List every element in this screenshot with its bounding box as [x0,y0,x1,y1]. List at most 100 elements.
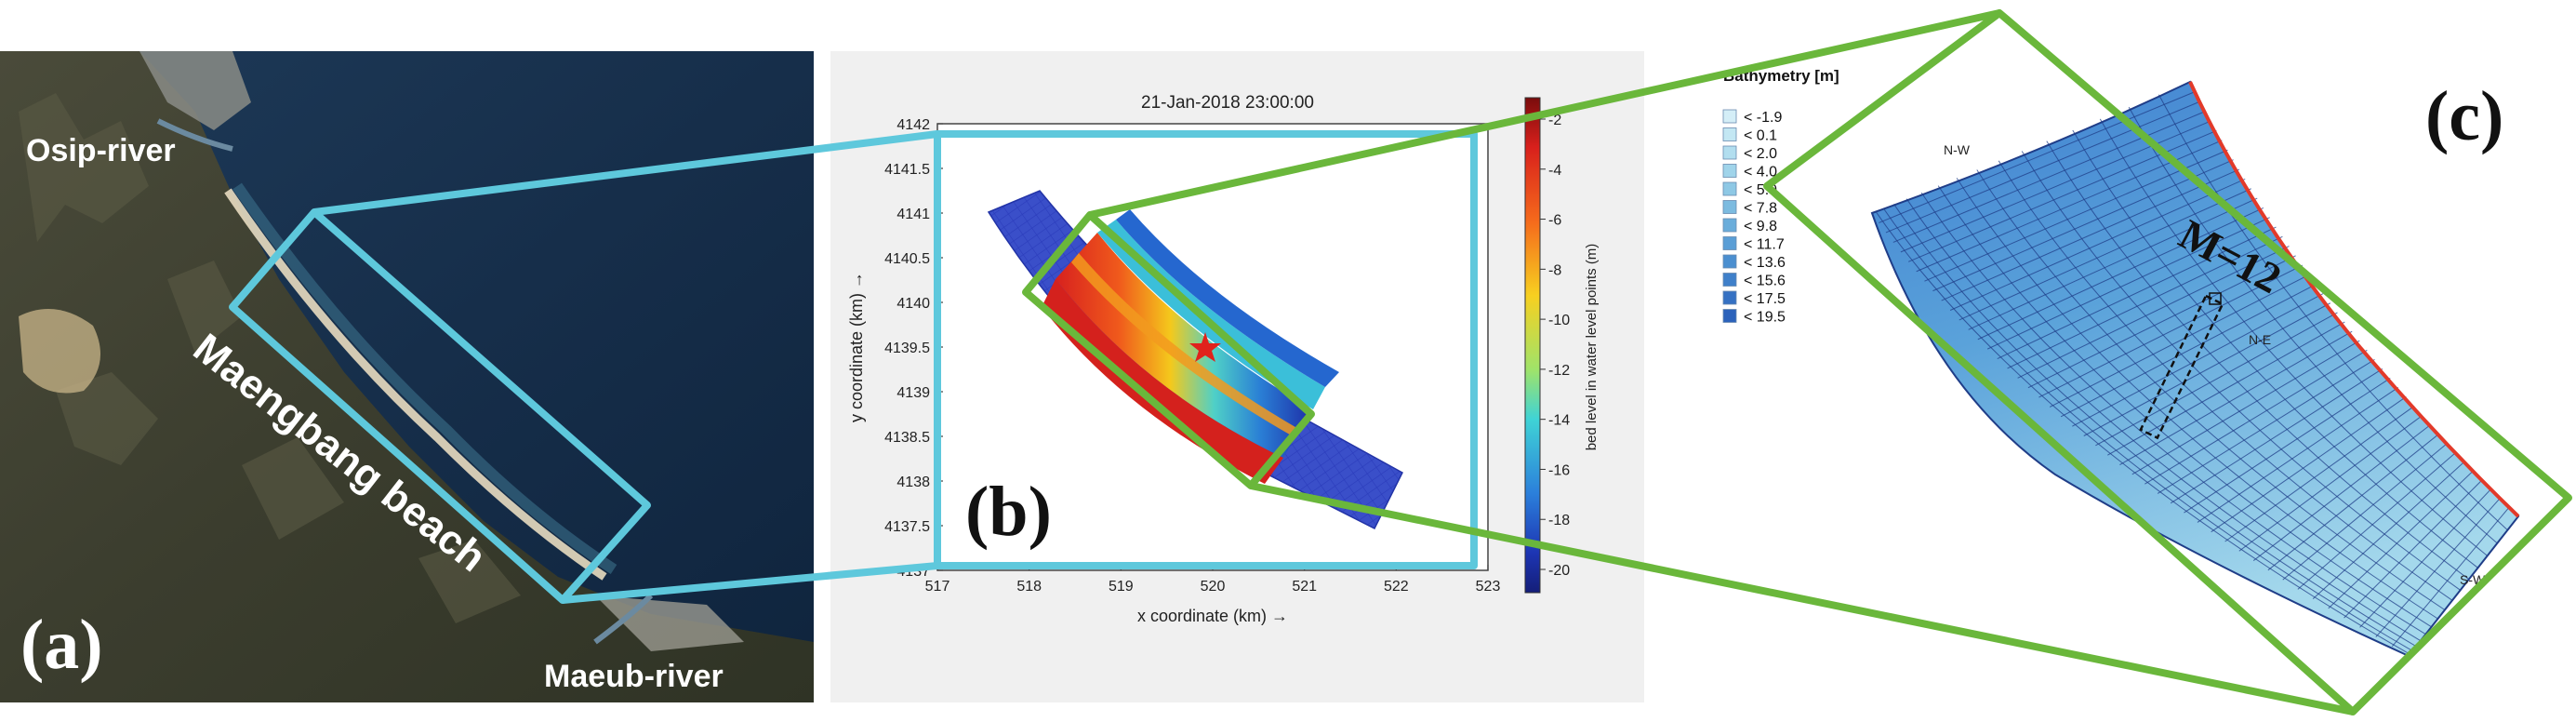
mesh-along-line [1976,169,2446,610]
mesh-cross-line [2119,330,2353,465]
sand-patch [19,309,100,394]
legend-item-label: < 4.0 [1744,165,1777,180]
mesh-cross-line [2170,368,2383,504]
colorbar-tick-label: -18 [1548,513,1570,528]
cyan-connector-bottom [562,562,938,604]
mesh-cross-line [2267,433,2440,571]
y-tick-label: 4137.5 [884,519,930,535]
x-tick-label: 519 [1109,579,1134,595]
legend-swatch [1722,109,1737,124]
mesh-along-line [2099,118,2488,556]
cyan-box-on-plot [934,130,1478,569]
legend-swatch [1722,145,1737,160]
cyan-connector-top [313,130,938,216]
mesh-along-line [1905,198,2422,642]
legend-swatch [1722,200,1737,214]
surf-zone [232,182,617,575]
mesh-cross-line [2375,498,2501,637]
mesh-cross-line [2017,246,2290,379]
panel-a-label: (a) [20,606,103,684]
panel-b-label: (b) [965,473,1052,551]
mesh-cross-line [2007,235,2283,369]
green-box-on-plot [1022,211,1315,489]
mesh-cross-line [2391,506,2510,648]
green-box-on-mesh [1763,9,2572,715]
mesh-cross-line [1932,159,2234,292]
mesh-cross-line [2344,479,2483,619]
mesh-cross-line [1986,217,2270,350]
legend-swatch [1722,254,1737,269]
y-tick-label: 4140 [896,296,930,312]
mesh-along-line [2128,106,2498,544]
mesh-cross-line [1892,111,2206,243]
legend-item-label: < 11.7 [1744,237,1785,253]
colorbar-tick-label: -16 [1548,462,1570,478]
zoom-box-green [1022,9,2572,715]
x-tick-label: 518 [1016,579,1042,595]
mesh-cross-line [1924,149,2228,282]
mesh-cross-line [2312,461,2465,599]
panel-b-ylabel: y coordinate (km) → [847,272,866,422]
beach-strip [224,188,607,581]
colorbar-tick-label: -12 [1548,363,1570,379]
colorbar-tick-label: -14 [1548,413,1570,429]
panel-c-bathymetry-mesh: Bathymetry [m] < -1.9< 0.1< 2.0< 4.0< 5.… [1722,67,2520,658]
bed-level-field-mid [1071,253,1300,437]
maeub-river-label: Maeub-river [544,659,724,694]
legend-item-label: < 15.6 [1744,274,1786,289]
mesh-along-line [2046,140,2470,581]
river-mouth-south [593,593,654,645]
legend-swatch [1722,181,1737,196]
colorbar-tick-label: -8 [1548,262,1561,278]
y-tick-label: 4141.5 [884,162,930,178]
colorbar-tick-label: -4 [1548,163,1561,179]
mesh-along-line [1956,178,2438,620]
legend-swatch [1722,273,1737,287]
y-tick-label: 4139 [896,385,930,401]
mesh-along-line [1875,211,2410,655]
mesh-grid-lines [1875,91,2510,655]
mesh-cross-line [2297,451,2457,590]
mesh-cross-line [2131,340,2360,475]
mesh-cross-line [1941,168,2240,301]
y-tick-label: 4139.5 [884,341,930,356]
legend-item-label: < 13.6 [1744,255,1786,271]
mesh-cross-line [2238,415,2423,552]
colorbar-label: bed level in water level points (m) [1584,244,1600,451]
panel-a-satellite-map: Osip-river Maengbang beach Maeub-river (… [0,51,814,702]
legend-item-label: < -1.9 [1744,110,1782,126]
legend-item-label: < 9.8 [1744,219,1777,234]
mesh-along-line [1882,207,2413,652]
mesh-along-line [1893,204,2417,648]
mesh-along-line [2158,94,2508,531]
mesh-cross-line [2328,470,2474,609]
mesh-cross-line [2282,442,2449,581]
legend-swatch [1722,236,1737,250]
colorbar-tick-label: -6 [1548,213,1561,229]
mesh-cross-line [2072,293,2324,427]
panel-c-label: (c) [2425,77,2503,155]
mesh-along-line [1937,185,2432,628]
legend-item-label: < 2.0 [1744,146,1777,162]
legend-item-label: < 17.5 [1744,291,1786,307]
mesh-cross-line [2157,358,2375,494]
x-tick-label: 522 [1384,579,1409,595]
mesh-along-line [2021,151,2461,591]
legend-swatch [1722,164,1737,178]
mesh-cross-line [2144,349,2368,485]
bed-level-field-shoreward [1042,279,1283,484]
y-tick-label: 4138.5 [884,430,930,446]
mesh-cross-line [1968,197,2258,330]
mesh-cross-line [2197,387,2399,523]
y-tick-label: 4141 [896,207,930,222]
mesh-along-line [1998,160,2453,601]
legend-item-label: < 19.5 [1744,310,1786,326]
zoom-box-cyan [229,130,1478,604]
y-tick-label: 4142 [896,117,930,133]
mesh-cross-line [2184,378,2391,514]
mesh-cross-line [1977,207,2264,341]
colorbar-ticks: -2 -4 -6 -8 -10 -12 -14 -16 -18 -20 [1540,113,1570,579]
m12-marker [2209,292,2222,305]
m12-transect-box [2139,294,2224,440]
bed-level-field-deep [1097,220,1325,409]
